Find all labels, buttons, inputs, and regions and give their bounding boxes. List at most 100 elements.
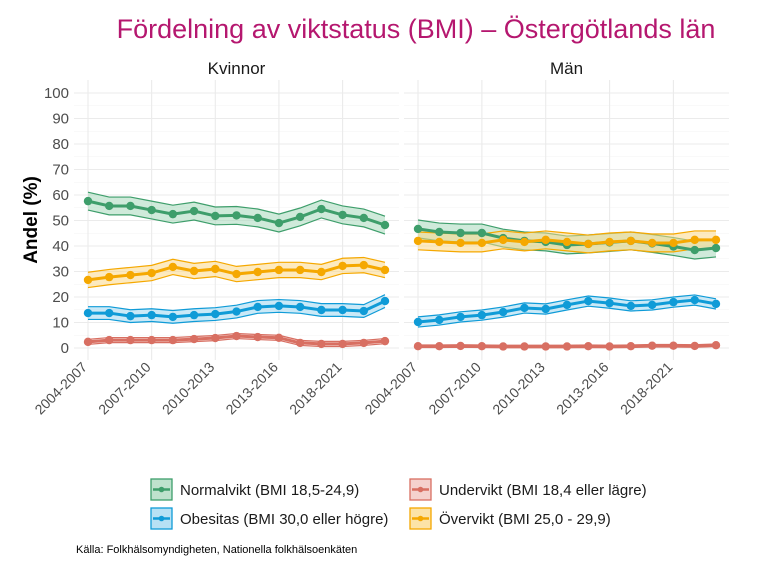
data-point-obese bbox=[105, 308, 114, 318]
data-point-over bbox=[435, 237, 444, 247]
data-point-over bbox=[338, 261, 347, 271]
data-point-over bbox=[456, 238, 465, 248]
panel-män: Män 2004-2007 2007-2010 2010-2013 2013-2016 2… bbox=[361, 59, 729, 417]
data-point-normal bbox=[189, 206, 199, 216]
data-point-under bbox=[232, 331, 241, 341]
data-point-over bbox=[317, 267, 326, 277]
data-point-under bbox=[605, 342, 614, 351]
legend-key-point bbox=[158, 515, 165, 522]
y-axis-label: Andel (%) bbox=[21, 176, 42, 264]
facet-label: Män bbox=[550, 59, 583, 78]
x-tick-label: 2010-2013 bbox=[489, 359, 548, 418]
data-point-over bbox=[168, 262, 178, 272]
data-point-obese bbox=[359, 306, 368, 316]
data-point-obese bbox=[477, 310, 487, 320]
data-point-obese bbox=[669, 297, 678, 307]
legend: Normalvikt (BMI 18,5-24,9) Undervikt (BMI… bbox=[150, 478, 647, 530]
data-point-under bbox=[83, 337, 93, 347]
data-point-over bbox=[520, 237, 529, 247]
ci-upper-obese bbox=[417, 294, 717, 318]
data-point-over bbox=[105, 272, 114, 282]
data-point-over bbox=[126, 270, 135, 280]
data-point-over bbox=[584, 239, 593, 249]
data-point-under bbox=[584, 342, 593, 351]
y-tick-label: 0 bbox=[61, 340, 69, 357]
data-point-obese bbox=[626, 301, 636, 311]
data-point-obese bbox=[211, 309, 220, 319]
data-point-over bbox=[605, 237, 614, 247]
data-point-obese bbox=[413, 317, 423, 327]
data-point-normal bbox=[690, 245, 699, 255]
data-point-under bbox=[520, 342, 529, 351]
x-tick-label: 2018-2021 bbox=[617, 359, 676, 418]
data-point-normal bbox=[147, 205, 156, 215]
y-tick-label: 70 bbox=[52, 162, 69, 179]
ci-upper-obese bbox=[88, 294, 386, 312]
ci-upper-over bbox=[87, 256, 386, 273]
legend-item-normal[interactable]: Normalvikt (BMI 18,5-24,9) bbox=[150, 478, 359, 501]
data-point-under bbox=[380, 336, 390, 346]
data-point-normal bbox=[413, 224, 423, 234]
data-point-obese bbox=[232, 307, 241, 316]
data-point-normal bbox=[83, 196, 93, 206]
x-tick-label: 2007-2010 bbox=[425, 359, 484, 418]
data-point-under bbox=[711, 340, 721, 350]
data-point-normal bbox=[295, 212, 305, 222]
data-point-obese bbox=[253, 302, 262, 312]
data-point-over bbox=[253, 267, 262, 277]
y-tick-label: 60 bbox=[52, 187, 69, 204]
x-tick-label: 2004-2007 bbox=[361, 359, 420, 418]
x-tick-label: 2018-2021 bbox=[286, 359, 345, 418]
data-point-under bbox=[477, 342, 487, 351]
ci-ribbon-obese bbox=[418, 294, 716, 328]
data-point-under bbox=[359, 338, 368, 348]
data-point-obese bbox=[126, 311, 135, 321]
y-tick-label: 100 bbox=[44, 85, 69, 102]
legend-key-point bbox=[417, 486, 424, 493]
legend-item-under[interactable]: Undervikt (BMI 18,4 eller lägre) bbox=[409, 478, 647, 501]
data-point-over bbox=[477, 238, 487, 248]
data-point-over bbox=[690, 235, 699, 245]
legend-label: Övervikt (BMI 25,0 - 29,9) bbox=[439, 510, 611, 528]
data-point-under bbox=[669, 341, 678, 350]
y-tick-label: 20 bbox=[52, 289, 69, 306]
data-point-under bbox=[562, 342, 572, 351]
data-point-obese bbox=[711, 299, 721, 309]
data-point-under bbox=[295, 338, 305, 348]
data-point-obese bbox=[562, 300, 572, 310]
source-note: Källa: Folkhälsomyndigheten, Nationella … bbox=[76, 544, 357, 556]
data-point-under bbox=[626, 342, 636, 351]
data-point-obese bbox=[168, 312, 178, 322]
data-point-normal bbox=[456, 228, 465, 238]
data-point-under bbox=[338, 339, 347, 349]
y-tick-label: 30 bbox=[52, 264, 69, 281]
data-point-over bbox=[413, 236, 423, 246]
legend-label: Undervikt (BMI 18,4 eller lägre) bbox=[439, 482, 647, 499]
data-point-normal bbox=[359, 213, 368, 223]
data-point-under bbox=[317, 339, 326, 349]
data-point-under bbox=[647, 341, 657, 350]
data-point-obese bbox=[541, 304, 550, 314]
legend-item-obese[interactable]: Obesitas (BMI 30,0 eller högre) bbox=[150, 507, 388, 530]
data-point-over bbox=[647, 238, 657, 248]
data-point-under bbox=[189, 334, 199, 344]
legend-key-point bbox=[158, 486, 165, 493]
y-tick-label: 50 bbox=[52, 213, 69, 230]
data-point-under bbox=[541, 342, 550, 351]
data-point-under bbox=[435, 342, 444, 351]
legend-item-over[interactable]: Övervikt (BMI 25,0 - 29,9) bbox=[409, 507, 611, 530]
data-point-under bbox=[456, 341, 465, 351]
data-point-over bbox=[189, 266, 199, 276]
data-point-obese bbox=[520, 303, 529, 313]
data-point-normal bbox=[253, 213, 262, 223]
data-point-normal bbox=[232, 211, 241, 220]
legend-key-point bbox=[417, 515, 424, 522]
y-tick-label: 80 bbox=[52, 136, 69, 153]
data-point-obese bbox=[498, 307, 508, 317]
x-tick-label: 2007-2010 bbox=[95, 359, 154, 418]
y-tick-label: 40 bbox=[52, 238, 69, 255]
data-point-under bbox=[690, 341, 699, 351]
